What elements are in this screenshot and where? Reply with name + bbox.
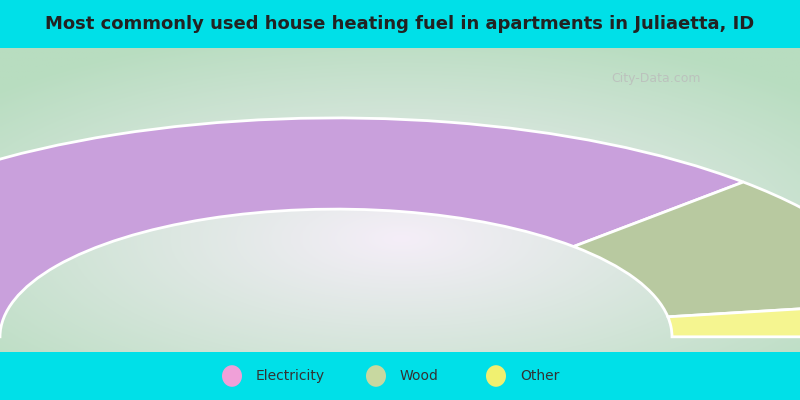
Ellipse shape [486,365,506,387]
Text: City-Data.com: City-Data.com [611,72,701,85]
Text: Electricity: Electricity [256,369,325,383]
Ellipse shape [366,365,386,387]
Text: Most commonly used house heating fuel in apartments in Juliaetta, ID: Most commonly used house heating fuel in… [46,15,754,33]
Wedge shape [668,302,800,337]
Wedge shape [0,118,743,337]
Text: Wood: Wood [400,369,439,383]
Wedge shape [574,182,800,317]
Text: Other: Other [520,369,559,383]
Ellipse shape [222,365,242,387]
